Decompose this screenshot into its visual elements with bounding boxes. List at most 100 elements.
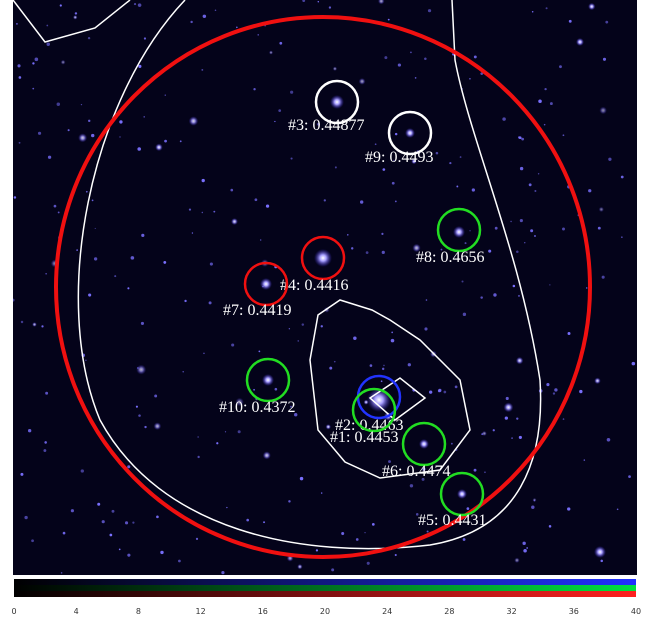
- star: [31, 539, 34, 543]
- star: [41, 325, 44, 328]
- star: [45, 272, 47, 275]
- star: [360, 200, 364, 204]
- star: [480, 296, 483, 299]
- star: [160, 550, 164, 555]
- star: [425, 299, 428, 301]
- contour: [13, 0, 131, 43]
- star: [328, 6, 332, 9]
- star: [32, 62, 35, 65]
- star: [294, 413, 298, 417]
- star: [410, 51, 412, 54]
- star: [502, 117, 506, 121]
- star: [237, 430, 241, 434]
- star: [85, 359, 87, 362]
- star: [511, 437, 513, 439]
- star: [543, 123, 546, 126]
- star: [24, 515, 28, 520]
- star: [72, 15, 78, 20]
- star: [144, 425, 147, 429]
- star: [631, 361, 636, 366]
- star: [133, 3, 137, 6]
- star: [471, 188, 475, 192]
- colorbar-tick: 32: [507, 607, 517, 616]
- star: [32, 322, 37, 327]
- star: [85, 190, 88, 193]
- star: [257, 34, 259, 36]
- star: [213, 210, 216, 213]
- galaxy: [419, 439, 429, 449]
- star: [320, 325, 323, 328]
- star: [427, 9, 432, 13]
- star: [216, 442, 219, 445]
- star: [415, 513, 419, 516]
- star: [521, 137, 525, 141]
- star: [136, 364, 147, 375]
- star: [459, 156, 462, 158]
- star: [334, 166, 337, 169]
- star: [37, 131, 42, 135]
- star: [127, 287, 130, 290]
- star: [347, 234, 349, 236]
- star: [87, 36, 91, 40]
- star: [469, 77, 471, 80]
- member-circle: [314, 79, 360, 125]
- star: [236, 26, 238, 29]
- colorbar-red: [14, 591, 636, 597]
- colorbar-tick: 8: [136, 607, 141, 616]
- member-circle: [243, 261, 289, 307]
- star: [488, 249, 492, 253]
- star: [46, 42, 50, 46]
- star: [230, 218, 238, 226]
- star: [127, 465, 131, 469]
- star: [381, 250, 385, 254]
- star: [325, 424, 331, 430]
- star: [621, 236, 623, 238]
- star: [301, 323, 305, 326]
- star: [57, 211, 60, 214]
- star: [201, 178, 205, 183]
- star: [523, 549, 527, 553]
- star: [214, 9, 217, 11]
- star: [17, 64, 21, 68]
- star: [628, 475, 631, 479]
- star: [201, 68, 204, 71]
- star: [516, 250, 519, 254]
- star: [143, 116, 146, 118]
- star: [548, 525, 552, 528]
- redshift-label: #9: 0.4493: [365, 149, 433, 166]
- member-circle: [351, 387, 397, 433]
- star: [579, 389, 583, 394]
- star: [620, 175, 624, 179]
- star: [46, 24, 49, 27]
- star: [534, 190, 537, 193]
- star: [514, 557, 520, 563]
- star: [143, 37, 147, 40]
- star: [394, 200, 397, 203]
- star: [394, 553, 397, 557]
- star: [44, 441, 47, 444]
- star: [480, 72, 484, 75]
- star: [60, 59, 66, 65]
- star: [124, 521, 129, 525]
- star: [288, 500, 291, 503]
- redshift-label: #10: 0.4372: [219, 399, 295, 416]
- star: [466, 507, 470, 510]
- star: [464, 242, 467, 245]
- star: [524, 242, 526, 244]
- star: [519, 166, 524, 171]
- star: [60, 572, 63, 574]
- redshift-label: #6: 0.4474: [382, 463, 450, 480]
- star: [456, 185, 459, 188]
- star: [526, 547, 528, 549]
- star: [605, 20, 609, 24]
- star: [426, 530, 429, 533]
- colorbar-tick: 24: [382, 607, 392, 616]
- star: [435, 151, 439, 155]
- galaxy: [314, 249, 332, 267]
- star: [358, 77, 366, 85]
- star: [91, 199, 94, 202]
- colorbar-tick: 4: [74, 607, 79, 616]
- star: [473, 468, 477, 472]
- star: [353, 336, 357, 340]
